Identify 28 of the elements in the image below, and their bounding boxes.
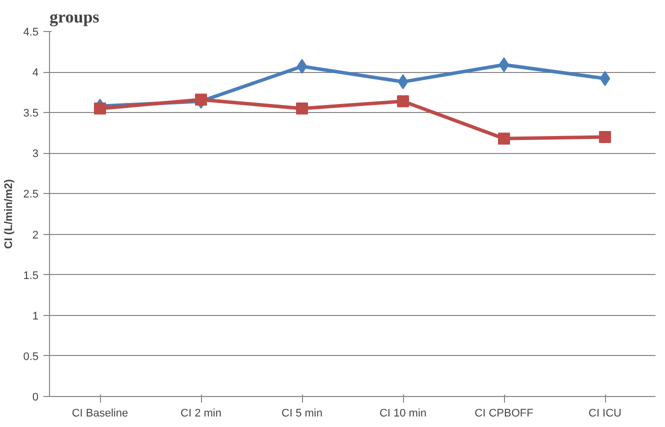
y-tick-label: 2.5	[23, 188, 39, 201]
x-tick-label: CI CPBOFF	[474, 408, 534, 420]
y-tick-label: 3	[32, 148, 39, 160]
y-tick-label: 0.5	[23, 350, 39, 363]
y-tick-label: 4	[32, 67, 39, 80]
point	[195, 94, 207, 106]
x-tick-label: CI 2 min	[180, 408, 222, 420]
y-tick-label: 0	[32, 392, 39, 404]
point	[94, 102, 106, 115]
y-tick-label: 4.5	[23, 26, 39, 38]
y-tick-label: 1	[32, 310, 39, 322]
point	[296, 102, 308, 115]
point	[599, 130, 611, 143]
point	[498, 57, 510, 72]
y-tick-label: 3.5	[23, 108, 39, 120]
y-tick-label: 1.5	[23, 270, 39, 282]
x-tick-label: CI 5 min	[282, 408, 322, 420]
point	[398, 74, 408, 90]
point	[600, 71, 610, 86]
x-tick-label: CI Baseline	[72, 408, 128, 420]
x-tick-label: CI ICU	[588, 408, 622, 420]
point	[296, 58, 308, 74]
x-tick-label: CI 10 min	[379, 408, 427, 420]
point	[498, 132, 510, 145]
y-tick-label: 2	[32, 229, 39, 242]
y-axis-title: CI (L/min/m2)	[3, 178, 16, 249]
point	[397, 95, 409, 108]
chart-title: groups	[50, 8, 100, 26]
